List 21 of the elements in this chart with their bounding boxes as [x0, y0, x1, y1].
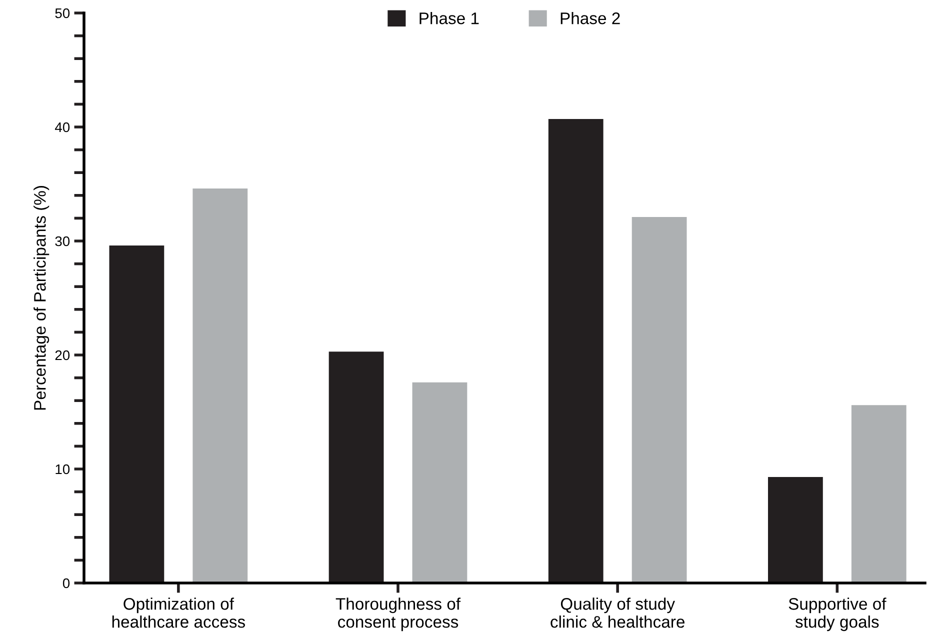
y-tick-label: 20 [55, 350, 70, 360]
bar [412, 382, 468, 583]
y-tick-label: 50 [55, 8, 70, 18]
bar [328, 352, 384, 583]
y-tick-label: 10 [56, 464, 70, 474]
bar [109, 246, 164, 583]
bar [548, 119, 604, 583]
bar [632, 217, 687, 583]
legend-label: Phase 1 [420, 12, 479, 24]
y-tick-label: 0 [62, 578, 70, 588]
bar [768, 476, 823, 583]
bar [192, 188, 248, 583]
y-axis-title: Percentage of Participants (%) [34, 186, 50, 410]
x-tick-label: Quality of study clinic & healthcare [550, 598, 684, 628]
x-tick-label: Supportive of study goals [788, 598, 886, 632]
bar [851, 405, 906, 583]
y-tick-label: 40 [54, 122, 70, 132]
legend-label: Phase 2 [560, 12, 620, 24]
y-tick-label: 30 [55, 236, 70, 246]
x-tick-label: Optimization of healthcare access [112, 598, 245, 628]
x-tick-label: Thoroughness of consent process [336, 598, 461, 632]
